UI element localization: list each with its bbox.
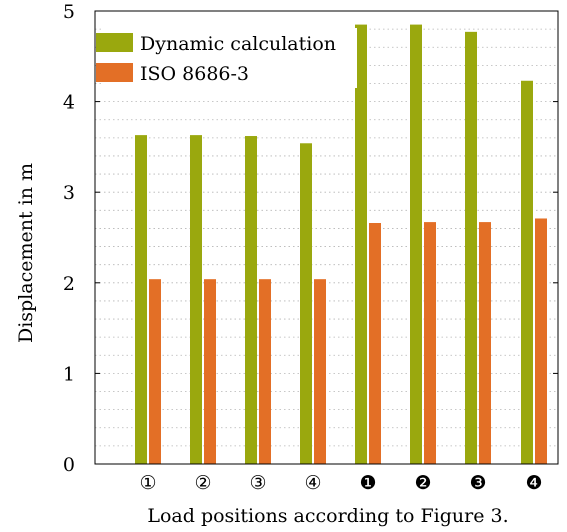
y-tick-label: 1 <box>63 363 75 385</box>
x-tick-label: ③ <box>249 472 266 494</box>
x-tick-label: ❷ <box>414 472 431 494</box>
y-tick-label: 4 <box>63 92 75 114</box>
x-tick-label: ① <box>139 472 156 494</box>
legend: Dynamic calculation ISO 8686-3 <box>96 28 357 88</box>
bar-dynamic-7 <box>465 32 477 464</box>
y-tick-label: 0 <box>63 454 75 476</box>
bar-iso-2 <box>204 279 216 464</box>
bar-iso-7 <box>479 222 491 464</box>
y-tick-label: 2 <box>63 273 75 295</box>
y-tick-label: 5 <box>63 1 75 23</box>
bar-iso-3 <box>259 279 271 464</box>
legend-label-dynamic: Dynamic calculation <box>140 33 336 55</box>
bar-iso-5 <box>369 223 381 464</box>
legend-swatch-dynamic <box>96 33 133 52</box>
x-axis-label: Load positions according to Figure 3. <box>147 505 508 527</box>
bar-dynamic-8 <box>521 81 533 464</box>
legend-swatch-iso <box>96 63 133 82</box>
bar-dynamic-3 <box>245 136 257 464</box>
bar-iso-6 <box>424 222 436 464</box>
x-tick-label: ② <box>194 472 211 494</box>
y-axis-label: Displacement in m <box>15 163 37 343</box>
x-tick-label: ❸ <box>469 472 486 494</box>
bar-dynamic-5 <box>355 25 367 464</box>
bar-iso-8 <box>535 218 547 464</box>
bars <box>135 25 547 464</box>
legend-label-iso: ISO 8686-3 <box>140 63 249 85</box>
y-tick-label: 3 <box>63 182 75 204</box>
x-tick-label: ❶ <box>359 472 376 494</box>
bar-dynamic-6 <box>410 25 422 464</box>
x-tick-label: ❹ <box>525 472 542 494</box>
bar-dynamic-1 <box>135 135 147 464</box>
bar-dynamic-4 <box>300 143 312 464</box>
bar-dynamic-2 <box>190 135 202 464</box>
bar-iso-4 <box>314 279 326 464</box>
x-tick-label: ④ <box>304 472 321 494</box>
bar-iso-1 <box>149 279 161 464</box>
